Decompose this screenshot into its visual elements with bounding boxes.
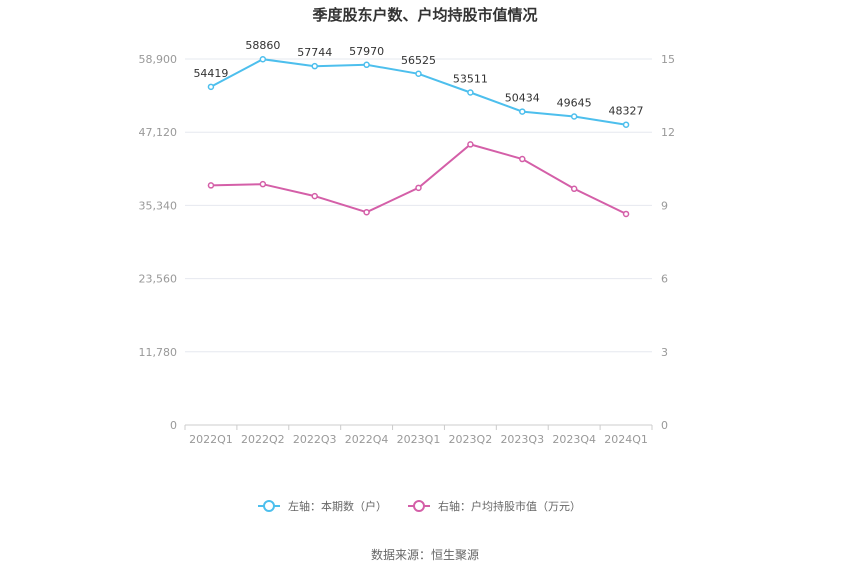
x-axis-tick-label: 2022Q3 <box>293 433 337 446</box>
left-axis-tick-label: 47,120 <box>139 126 178 139</box>
left-axis-tick-label: 11,780 <box>139 346 178 359</box>
right-series-point <box>259 180 267 188</box>
x-axis-tick-label: 2022Q4 <box>345 433 389 446</box>
data-label: 50434 <box>505 92 540 105</box>
data-label: 56525 <box>401 54 436 67</box>
right-series-point <box>415 184 422 192</box>
right-series-point <box>363 208 370 216</box>
legend-marker <box>413 500 425 512</box>
x-axis-tick-label: 2023Q3 <box>500 433 544 446</box>
left-series-point <box>415 70 422 78</box>
left-series-point <box>363 61 370 69</box>
right-series-point <box>570 185 578 193</box>
left-series-point <box>519 108 526 115</box>
legend-marker <box>263 500 275 512</box>
left-series-point <box>622 121 630 128</box>
data-label: 54419 <box>193 67 228 80</box>
right-axis-tick-label: 9 <box>661 199 668 212</box>
left-series-point <box>259 55 267 63</box>
left-series-point <box>311 62 318 70</box>
right-series-point <box>207 182 215 189</box>
x-axis-tick-label: 2023Q4 <box>552 433 596 446</box>
right-series-point <box>519 155 526 163</box>
right-axis-tick-label: 0 <box>661 419 668 432</box>
legend-right-series: 右轴：户均持股市值（万元） <box>438 499 581 513</box>
chart-title: 季度股东户数、户均持股市值情况 <box>312 6 538 24</box>
gridlines <box>185 58 652 353</box>
x-axis-tick-label: 2022Q1 <box>189 433 233 446</box>
left-series-point <box>207 83 215 91</box>
data-label: 48327 <box>609 105 644 118</box>
x-axis-tick-label: 2023Q2 <box>449 433 493 446</box>
data-source: 数据来源：恒生聚源 <box>370 548 479 562</box>
right-series-point <box>622 210 630 218</box>
series-lines: 54419 58860 57744 57970 56525 53511 50434 49645… <box>193 39 644 218</box>
left-axis-tick-label: 58,900 <box>139 53 178 66</box>
data-label: 57970 <box>349 45 384 58</box>
left-series-line <box>210 58 627 126</box>
left-series-point <box>467 89 474 96</box>
right-axis-tick-label: 12 <box>661 126 675 139</box>
data-label: 58860 <box>245 39 280 52</box>
left-axis-tick-label: 23,560 <box>139 273 178 286</box>
right-axis-tick-label: 6 <box>661 273 668 286</box>
x-axis-tick-label: 2022Q2 <box>241 433 285 446</box>
x-axis-tick-label: 2023Q1 <box>397 433 441 446</box>
data-label: 49645 <box>557 97 592 110</box>
axes: 0 0 11,780 3 23,560 6 35,340 9 47,120 12 58,900 15 2… <box>139 53 676 446</box>
data-label: 57744 <box>297 46 332 59</box>
right-series-point <box>311 192 318 200</box>
left-series-point <box>570 113 578 120</box>
x-axis-tick-label: 2024Q1 <box>604 433 648 446</box>
right-series-line <box>210 143 627 215</box>
data-label: 53511 <box>453 72 488 85</box>
legend-left-series: 左轴：本期数（户） <box>288 499 387 513</box>
legend: 左轴：本期数（户） 右轴：户均持股市值（万元） <box>258 499 581 513</box>
left-axis-tick-label: 35,340 <box>139 199 178 212</box>
left-axis-tick-label: 0 <box>170 419 177 432</box>
right-series-point <box>467 141 474 148</box>
right-axis-tick-label: 3 <box>661 346 668 359</box>
right-axis-tick-label: 15 <box>661 53 675 66</box>
